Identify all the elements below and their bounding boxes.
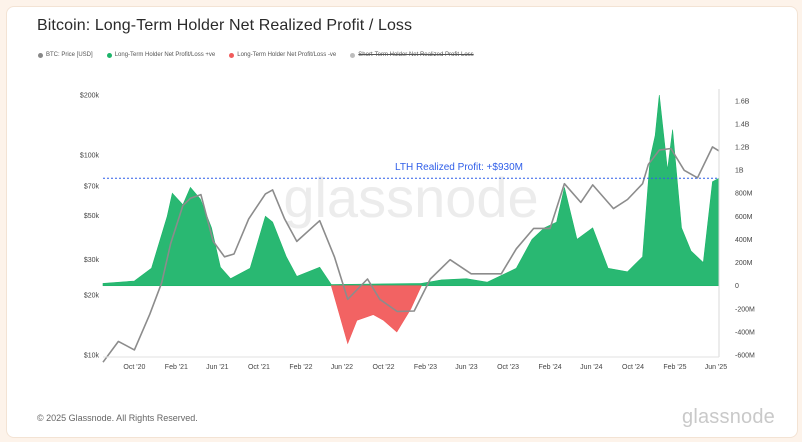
legend-dot-price (38, 52, 43, 58)
lth-realized-profit-label: LTH Realized Profit: +$930M (395, 162, 523, 173)
chart-card: Bitcoin: Long-Term Holder Net Realized P… (6, 6, 798, 438)
x-tick-label: Oct '22 (373, 364, 395, 371)
right-axis: -600M -400M -200M 0 200M 400M 600M 800M 1B 1.2B 1.… (718, 89, 755, 360)
legend-label-sth: Short-Term Holder Net Realized Profit-Lo… (358, 52, 474, 58)
legend-item-lth-positive[interactable]: Long-Term Holder Net Profit/Loss +ve (106, 52, 216, 58)
x-tick-label: Jun '22 (331, 364, 353, 371)
right-tick-label: 1.4B (735, 121, 750, 128)
x-tick-label: Jun '21 (206, 364, 228, 371)
right-tick-label: 1.2B (735, 145, 750, 152)
right-tick-label: 200M (735, 260, 753, 267)
annotation: LTH Realized Profit: +$930M (103, 162, 719, 179)
right-tick-label: 0 (735, 283, 739, 290)
chart-canvas: glassnode LTH Realized Profit: +$930M $1… (80, 89, 755, 371)
x-tick-label: Jun '23 (455, 364, 477, 371)
right-tick-label: 600M (735, 214, 753, 221)
chart-title: Bitcoin: Long-Term Holder Net Realized P… (37, 17, 413, 34)
x-tick-label: Feb '25 (663, 364, 686, 371)
x-tick-label: Feb '22 (289, 364, 312, 371)
left-tick-label: $200k (80, 93, 100, 100)
left-tick-label: $70k (84, 184, 100, 191)
x-tick-label: Oct '24 (622, 364, 644, 371)
right-tick-label: 1B (735, 168, 744, 175)
legend-item-lth-negative[interactable]: Long-Term Holder Net Profit/Loss -ve (229, 52, 336, 58)
left-tick-label: $30k (84, 257, 100, 264)
left-tick-label: $50k (84, 213, 100, 220)
right-tick-label: -200M (735, 306, 755, 313)
x-tick-label: Feb '21 (165, 364, 188, 371)
x-tick-label: Jun '25 (705, 364, 727, 371)
left-tick-label: $20k (84, 292, 100, 299)
price-series (102, 146, 720, 363)
glassnode-logo: glassnode (682, 406, 775, 428)
x-tick-label: Oct '21 (248, 364, 270, 371)
left-tick-label: $100k (80, 153, 100, 160)
legend-dot-lth-negative (229, 52, 235, 58)
x-tick-label: Oct '20 (123, 364, 145, 371)
profit-loss-areas (102, 94, 720, 345)
x-tick-label: Feb '23 (414, 364, 437, 371)
x-tick-label: Jun '24 (580, 364, 602, 371)
right-tick-label: 400M (735, 237, 753, 244)
right-tick-label: -400M (735, 329, 755, 336)
right-tick-label: -600M (735, 353, 755, 360)
btc-price-line (102, 146, 720, 363)
legend-item-price[interactable]: BTC: Price [USD] (38, 52, 93, 58)
left-tick-label: $10k (84, 353, 100, 360)
right-tick-label: 800M (735, 191, 753, 198)
legend-label-price: BTC: Price [USD] (46, 52, 93, 58)
x-axis: Oct '20 Feb '21 Jun '21 Oct '21 Feb '22 Jun '… (103, 356, 727, 371)
lth-negative-area (330, 285, 422, 345)
legend-dot-sth (350, 52, 356, 58)
legend-dot-lth-positive (106, 52, 112, 58)
legend-label-lth-negative: Long-Term Holder Net Profit/Loss -ve (237, 52, 337, 58)
legend: BTC: Price [USD] Long-Term Holder Net Pr… (38, 52, 474, 58)
legend-label-lth-positive: Long-Term Holder Net Profit/Loss +ve (114, 52, 216, 58)
watermark: glassnode (283, 166, 538, 229)
copyright-footer: © 2025 Glassnode. All Rights Reserved. (37, 413, 198, 423)
legend-item-sth[interactable]: Short-Term Holder Net Realized Profit-Lo… (350, 52, 474, 58)
left-axis: $10k $20k $30k $50k $70k $100k $200k (80, 93, 100, 360)
right-tick-label: 1.6B (735, 98, 750, 105)
x-tick-label: Oct '23 (497, 364, 519, 371)
watermark-text: glassnode (283, 166, 538, 229)
x-tick-label: Feb '24 (538, 364, 561, 371)
lth-positive-area (102, 94, 720, 286)
